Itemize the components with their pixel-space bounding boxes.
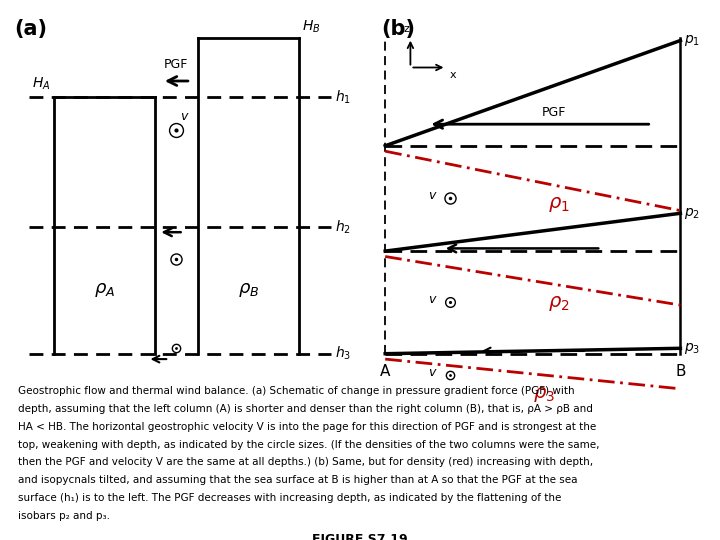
Text: $h_3$: $h_3$	[335, 345, 351, 362]
Text: x: x	[450, 70, 456, 80]
Text: Geostrophic flow and thermal wind balance. (a) Schematic of change in pressure g: Geostrophic flow and thermal wind balanc…	[18, 386, 575, 396]
Text: $H_A$: $H_A$	[32, 76, 50, 92]
Text: $p_3$: $p_3$	[684, 341, 701, 356]
Text: and isopycnals tilted, and assuming that the sea surface at B is higher than at : and isopycnals tilted, and assuming that…	[18, 475, 577, 485]
Text: PGF: PGF	[164, 58, 189, 71]
Text: depth, assuming that the left column (A) is shorter and denser than the right co: depth, assuming that the left column (A)…	[18, 404, 593, 414]
Text: top, weakening with depth, as indicated by the circle sizes. (If the densities o: top, weakening with depth, as indicated …	[18, 440, 600, 450]
Text: v: v	[180, 110, 187, 123]
Text: FIGURE S7.19: FIGURE S7.19	[312, 533, 408, 540]
Text: then the PGF and velocity V are the same at all depths.) (b) Same, but for densi: then the PGF and velocity V are the same…	[18, 457, 593, 468]
Text: v: v	[428, 293, 436, 306]
Text: $\rho_B$: $\rho_B$	[238, 281, 259, 299]
Text: PGF: PGF	[542, 106, 567, 119]
Text: $p_1$: $p_1$	[684, 33, 700, 48]
Text: HA < HB. The horizontal geostrophic velocity V is into the page for this directi: HA < HB. The horizontal geostrophic velo…	[18, 422, 596, 432]
Text: B: B	[675, 364, 685, 380]
Text: surface (h₁) is to the left. The PGF decreases with increasing depth, as indicat: surface (h₁) is to the left. The PGF dec…	[18, 493, 562, 503]
Text: $\rho_A$: $\rho_A$	[94, 281, 115, 299]
Text: isobars p₂ and p₃.: isobars p₂ and p₃.	[18, 511, 110, 521]
Text: v: v	[428, 366, 436, 379]
Text: $h_2$: $h_2$	[335, 218, 351, 235]
Text: $\rho_3$: $\rho_3$	[533, 384, 554, 404]
Text: z: z	[404, 24, 410, 34]
Text: $H_B$: $H_B$	[302, 19, 321, 35]
Text: $p_2$: $p_2$	[684, 206, 700, 221]
Text: (b): (b)	[382, 19, 415, 39]
Text: (a): (a)	[14, 19, 48, 39]
Text: $\rho_2$: $\rho_2$	[547, 294, 570, 313]
Text: v: v	[428, 189, 436, 202]
Text: A: A	[380, 364, 390, 380]
Text: $\rho_1$: $\rho_1$	[547, 195, 570, 214]
Text: $h_1$: $h_1$	[335, 89, 351, 106]
